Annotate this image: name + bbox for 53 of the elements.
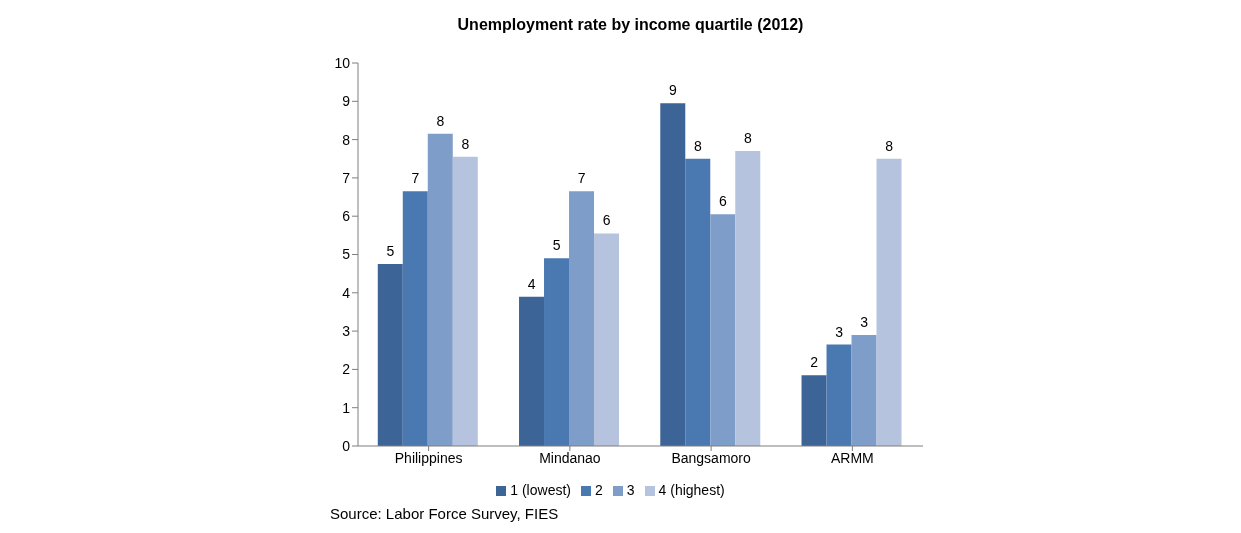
y-tick-label: 5 <box>342 246 351 263</box>
bar <box>826 344 852 446</box>
y-tick-label: 2 <box>342 361 351 378</box>
data-label: 6 <box>718 193 727 210</box>
bar <box>377 264 403 446</box>
data-label: 2 <box>810 354 819 371</box>
data-label: 8 <box>693 137 702 154</box>
legend-label: 4 (highest) <box>658 482 725 498</box>
data-label: 5 <box>552 237 561 254</box>
x-tick-label: Bangsamoro <box>671 449 752 466</box>
y-tick-label: 9 <box>342 93 351 110</box>
legend-label: 2 <box>594 482 603 498</box>
data-label: 8 <box>436 112 445 129</box>
source-note: Source: Labor Force Survey, FIES <box>330 505 559 522</box>
y-tick-label: 3 <box>342 323 351 340</box>
bar <box>402 191 428 446</box>
y-tick-label: 6 <box>342 208 351 225</box>
chart-title: Unemployment rate by income quartile (2012) <box>456 16 805 34</box>
bar <box>569 191 595 446</box>
bar <box>660 103 686 446</box>
bar <box>876 158 902 446</box>
data-label: 7 <box>411 170 420 187</box>
y-tick-label: 0 <box>342 437 351 454</box>
bar <box>710 214 736 446</box>
y-tick-label: 4 <box>342 284 351 301</box>
x-tick-label: Mindanao <box>539 449 601 466</box>
data-label: 4 <box>527 275 536 292</box>
bar <box>735 151 761 446</box>
x-tick-label: Philippines <box>394 449 463 466</box>
legend-label: 1 (lowest) <box>510 482 571 498</box>
data-label: 8 <box>743 130 752 147</box>
y-tick-label: 1 <box>342 399 351 416</box>
data-label: 5 <box>386 243 395 260</box>
bar <box>594 233 620 446</box>
data-label: 7 <box>577 170 586 187</box>
data-label: 8 <box>885 137 894 154</box>
y-tick-label: 8 <box>342 131 351 148</box>
legend-label: 3 <box>626 482 635 498</box>
y-tick-label: 7 <box>342 169 351 186</box>
data-label: 3 <box>860 313 869 330</box>
bar <box>427 133 453 446</box>
bar <box>544 258 570 446</box>
bar <box>685 158 711 446</box>
data-label: 9 <box>668 82 677 99</box>
data-label: 6 <box>602 212 611 229</box>
data-label: 8 <box>461 135 470 152</box>
bar <box>452 156 478 446</box>
x-tick-label: ARMM <box>830 449 874 466</box>
y-tick-label: 10 <box>334 54 351 71</box>
bar <box>851 334 877 446</box>
bar <box>801 375 827 446</box>
bar <box>519 296 545 446</box>
data-label: 3 <box>835 323 844 340</box>
